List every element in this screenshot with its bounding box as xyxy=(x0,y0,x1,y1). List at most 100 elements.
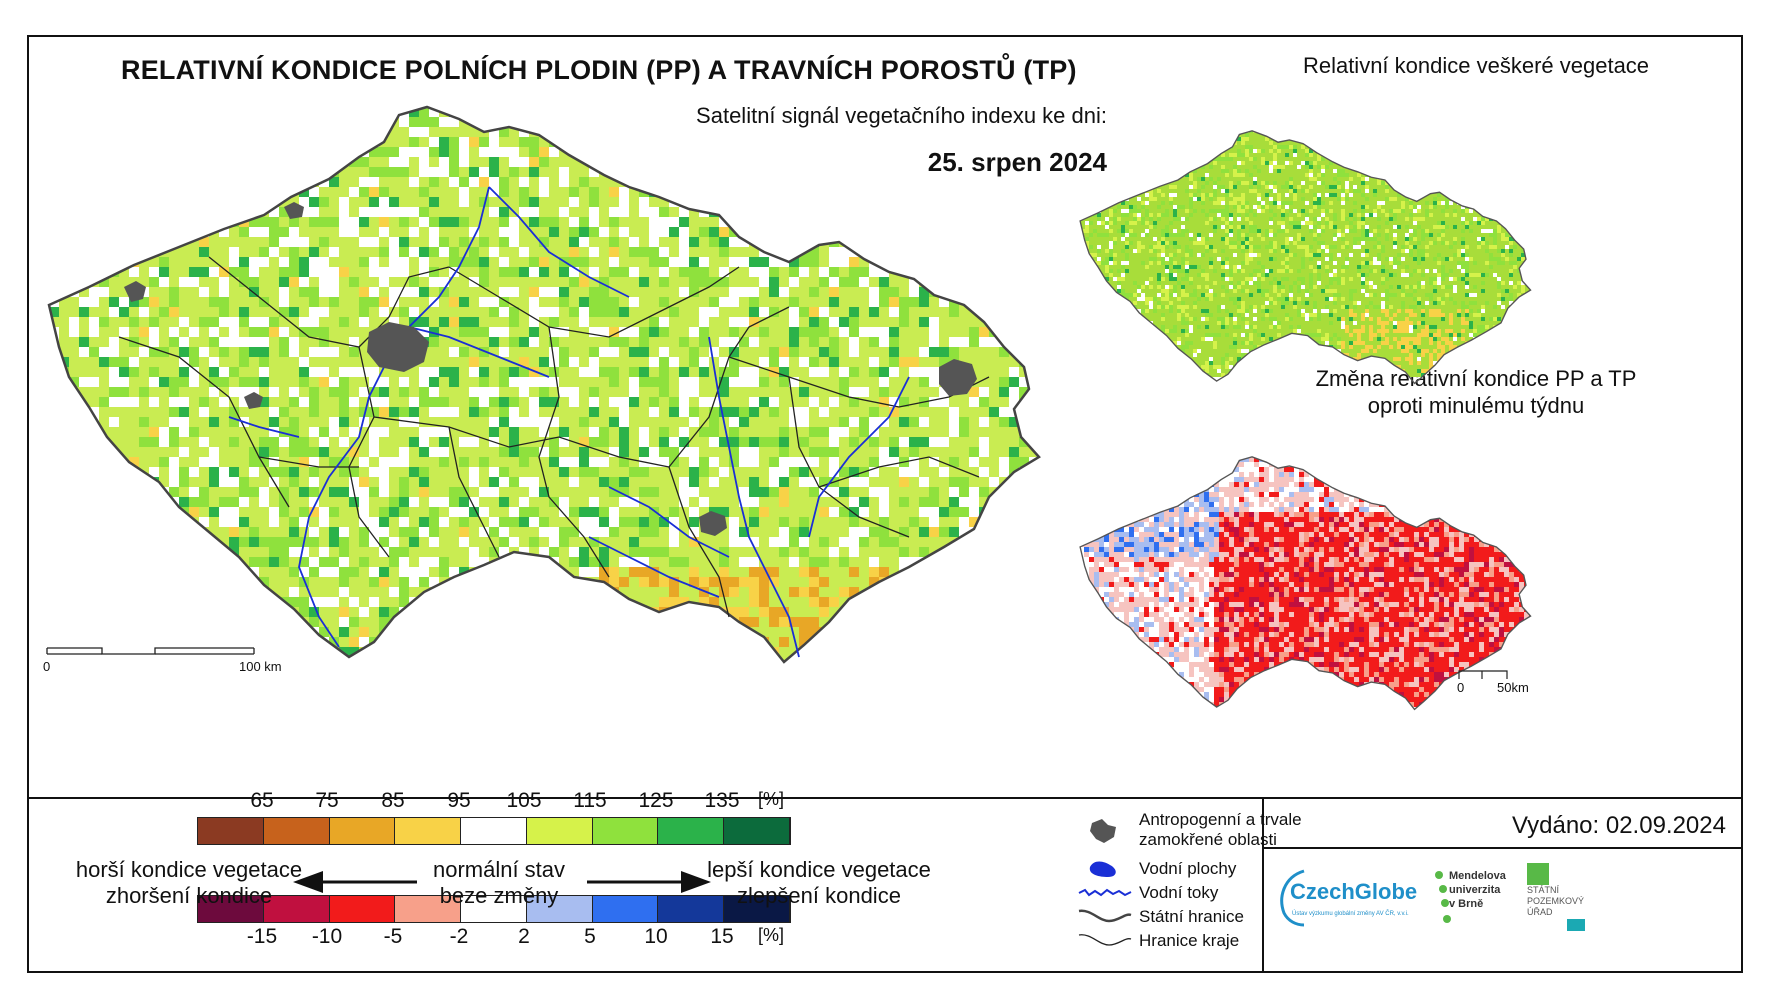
small-scale-bar xyxy=(1458,670,1508,679)
condition-tick: 75 xyxy=(315,789,339,812)
legend-anthropogenic: Antropogenní a trvale zamokřené oblasti xyxy=(1139,810,1302,850)
logo-divider xyxy=(1262,847,1741,849)
anthropogenic-line1: Antropogenní a trvale xyxy=(1139,810,1302,829)
date-label: 25. srpen 2024 xyxy=(927,147,1107,177)
colorbar-swatch xyxy=(263,896,330,922)
colorbar-swatch xyxy=(395,818,462,844)
colorbar-swatch xyxy=(263,818,330,844)
ostrava-urban-area xyxy=(939,359,977,396)
small-scale-start: 0 xyxy=(1457,680,1465,695)
czechglobe-logo: CzechGlobe Ústav výzkumu globální změny … xyxy=(1274,865,1424,935)
colorbar-swatch xyxy=(198,818,264,844)
mendel-line2: univerzita xyxy=(1449,884,1501,896)
worse-line1: horší kondice vegetace xyxy=(75,857,303,882)
condition-tick: 65 xyxy=(250,789,274,812)
change-tick: 10 xyxy=(644,925,668,948)
spu-line1: STÁTNÍ xyxy=(1527,885,1560,895)
czechglobe-arc-icon xyxy=(1280,869,1305,927)
condition-tick: 115 xyxy=(573,789,607,812)
main-scale-end: 100 km xyxy=(239,659,282,674)
change-colorbar xyxy=(197,895,791,923)
czechglobe-text: CzechGlobe xyxy=(1290,879,1418,904)
colorbar-swatch xyxy=(592,896,659,922)
colorbar-swatch xyxy=(461,896,527,922)
main-title: RELATIVNÍ KONDICE POLNÍCH PLODIN (PP) A … xyxy=(121,55,1077,85)
brno-urban-area xyxy=(699,511,727,536)
condition-tick: 105 xyxy=(506,789,542,812)
change-map-title-2: oproti minulému týdnu xyxy=(1367,393,1585,418)
normal-line2: beze změny xyxy=(439,883,559,908)
region-border-icon xyxy=(1078,934,1132,946)
issued-date: Vydáno: 02.09.2024 xyxy=(1512,812,1726,839)
main-condition-map xyxy=(47,105,1041,664)
change-tick: 15 xyxy=(710,925,734,948)
spu-cyan-square xyxy=(1567,919,1585,931)
small-scale-end: 50km xyxy=(1497,680,1529,695)
map-frame: RELATIVNÍ KONDICE POLNÍCH PLODIN (PP) A … xyxy=(27,35,1743,973)
info-divider xyxy=(1262,797,1264,971)
subtitle: Satelitní signál vegetačního indexu ke d… xyxy=(696,103,1107,128)
river-icon xyxy=(1078,888,1132,897)
legend-water-bodies: Vodní plochy xyxy=(1139,859,1237,878)
colorbar-swatch xyxy=(329,818,396,844)
colorbar-swatch xyxy=(198,896,264,922)
colorbar-swatch xyxy=(724,818,791,844)
colorbar-swatch xyxy=(329,896,396,922)
legend-region-border: Hranice kraje xyxy=(1139,931,1240,950)
spu-logo: STÁTNÍ POZEMKOVÝ ÚŘAD xyxy=(1519,863,1594,943)
colorbar-swatch xyxy=(592,818,659,844)
better-line1: lepší kondice vegetace xyxy=(707,857,931,882)
mendel-line1: Mendelova xyxy=(1449,870,1506,882)
change-tick: -10 xyxy=(311,925,343,948)
condition-change-map xyxy=(1079,456,1532,711)
change-tick: 2 xyxy=(518,925,530,948)
change-tick: -2 xyxy=(449,925,469,948)
change-unit: [%] xyxy=(757,925,784,945)
change-tick: -5 xyxy=(383,925,403,948)
urban-area-icon xyxy=(1090,819,1116,843)
urban-areas xyxy=(124,202,977,536)
legend-water-streams: Vodní toky xyxy=(1139,883,1219,902)
mendel-dots-icon xyxy=(1435,871,1451,923)
legend-divider xyxy=(29,797,1741,799)
main-scale-bar xyxy=(46,647,255,655)
change-tick: -15 xyxy=(246,925,278,948)
colorbar-swatch xyxy=(461,818,527,844)
condition-tick: 85 xyxy=(381,789,405,812)
mendel-logo: Mendelova univerzita v Brně xyxy=(1429,867,1514,937)
colorbar-swatch xyxy=(526,896,593,922)
vegetation-condition-map xyxy=(1079,130,1532,385)
condition-colorbar xyxy=(197,817,791,845)
worse-line2: zhoršení kondice xyxy=(105,883,273,908)
better-line2: zlepšení kondice xyxy=(737,883,901,908)
main-scale-start: 0 xyxy=(43,659,51,674)
normal-line1: normální stav xyxy=(432,857,566,882)
condition-unit: [%] xyxy=(757,789,784,809)
spu-line2: POZEMKOVÝ xyxy=(1527,896,1585,906)
region-borders xyxy=(118,256,990,618)
mendel-line3: v Brně xyxy=(1449,898,1484,910)
spu-green-square xyxy=(1527,863,1549,885)
czechglobe-subtext: Ústav výzkumu globální změny AV ČR, v.v.… xyxy=(1292,911,1409,917)
condition-tick: 135 xyxy=(704,789,740,812)
prague-urban-area xyxy=(367,322,429,372)
colorbar-swatch xyxy=(526,818,593,844)
arrow-left-icon xyxy=(293,871,417,893)
change-tick: 5 xyxy=(584,925,596,948)
condition-tick: 95 xyxy=(447,789,471,812)
legend-state-border: Státní hranice xyxy=(1139,907,1244,926)
water-body-icon xyxy=(1089,861,1116,877)
anthropogenic-line2: zamokřené oblasti xyxy=(1139,830,1277,849)
colorbar-swatch xyxy=(658,896,725,922)
arrow-right-icon xyxy=(587,871,711,893)
rivers xyxy=(228,186,910,658)
change-map-title-1: Změna relativní kondice PP a TP xyxy=(1315,366,1637,391)
colorbar-swatch xyxy=(658,818,725,844)
colorbar-swatch xyxy=(395,896,462,922)
colorbar-swatch xyxy=(724,896,791,922)
normal-label: normální stav beze změny xyxy=(409,857,589,909)
better-label: lepší kondice vegetace zlepšení kondice xyxy=(689,857,949,909)
vegetation-map-title: Relativní kondice veškeré vegetace xyxy=(1302,53,1650,78)
state-border-icon xyxy=(1078,909,1132,923)
spu-line3: ÚŘAD xyxy=(1527,907,1553,917)
